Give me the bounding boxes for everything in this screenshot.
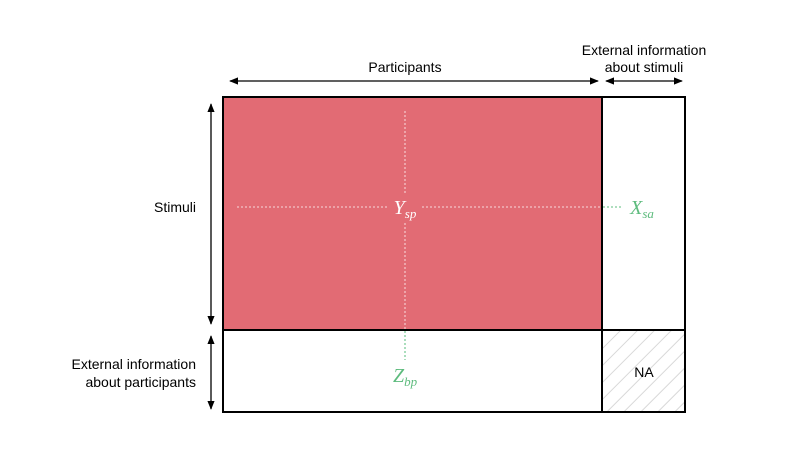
stimuli-info-label-line2: about stimuli (605, 59, 684, 75)
participant-info-label-line1: External information (71, 356, 196, 372)
x-sa-symbol: Xsa (629, 197, 654, 221)
stimuli-info-block (601, 96, 686, 331)
y-sp-symbol: Ysp (394, 197, 417, 221)
participant-info-block (222, 329, 603, 413)
z-bp-symbol: Zbp (393, 365, 418, 389)
na-block (601, 329, 686, 413)
participant-info-label-line2: about participants (85, 374, 196, 390)
stimuli-label: Stimuli (154, 199, 196, 215)
na-label: NA (634, 364, 654, 380)
response-matrix-block (222, 96, 603, 331)
stimuli-info-label-line1: External information (582, 42, 707, 58)
participants-label: Participants (368, 59, 441, 75)
